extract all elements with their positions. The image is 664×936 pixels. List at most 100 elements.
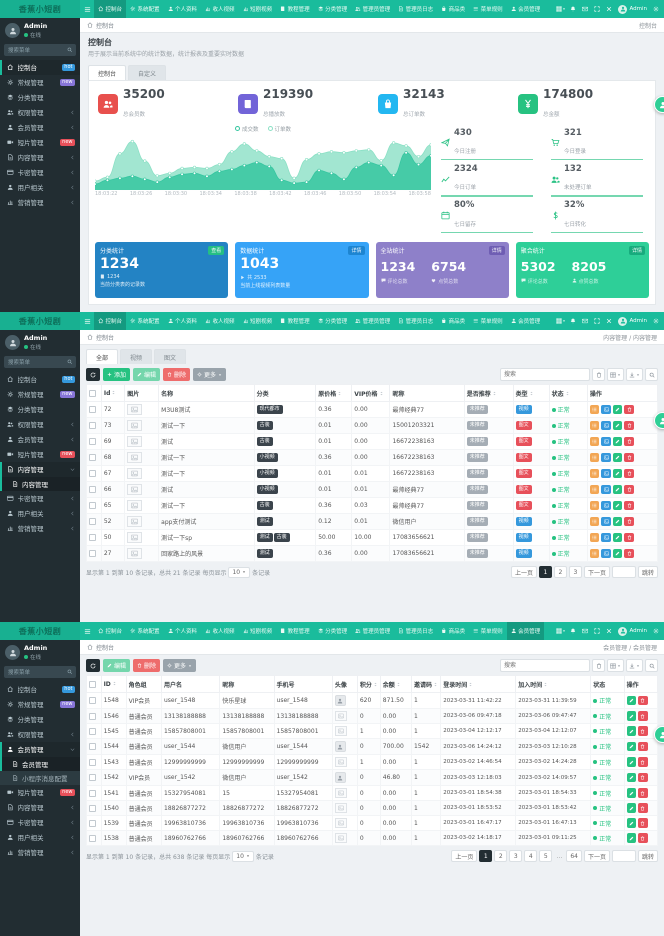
sidebar-item-1[interactable]: 常规管理 new (0, 697, 80, 712)
column-header[interactable]: 用户名 (160, 675, 221, 693)
export-button[interactable] (626, 659, 643, 672)
legend-item[interactable]: 成交数 (234, 125, 259, 133)
close-button[interactable] (603, 622, 615, 640)
sidebar-subitem-0[interactable]: 会员管理 (0, 756, 80, 771)
detail-button[interactable] (589, 468, 600, 479)
sidebar-item-1[interactable]: 常规管理 new (0, 75, 80, 90)
preview-button[interactable] (601, 452, 611, 463)
preview-button[interactable] (601, 420, 611, 431)
row-checkbox[interactable] (89, 550, 96, 557)
row-checkbox[interactable] (89, 819, 96, 827)
edit-row-button[interactable] (626, 803, 637, 813)
column-header[interactable]: Id (100, 384, 126, 402)
nav-item-4[interactable]: 短剧视频 (239, 312, 277, 330)
columns-button[interactable] (607, 659, 624, 672)
nav-item-11[interactable]: 会员管理 (506, 622, 545, 640)
summary-card-badge[interactable]: 详情 (628, 245, 645, 255)
summary-card-badge[interactable]: 详情 (348, 245, 365, 255)
column-header[interactable]: 昵称 (219, 675, 275, 693)
sidebar-item-4[interactable]: 会员管理 (0, 741, 80, 757)
user-menu[interactable]: Admin (615, 4, 650, 14)
sidebar-item-6[interactable]: 内容管理 (0, 800, 80, 815)
sidebar-item-0[interactable]: 控制台 hot (0, 372, 80, 387)
column-header[interactable]: 昵称 (389, 384, 465, 402)
search-input[interactable] (500, 659, 590, 672)
delete-row-button[interactable] (624, 500, 634, 511)
preview-button[interactable] (601, 484, 611, 495)
row-checkbox[interactable] (89, 789, 96, 797)
user-menu[interactable]: Admin (615, 316, 650, 326)
tab-0[interactable]: 控制台 (88, 65, 127, 80)
column-header[interactable]: 登录时间 (440, 675, 517, 693)
row-checkbox[interactable] (89, 727, 96, 735)
nav-item-9[interactable]: 商品类 (437, 0, 469, 18)
edit-row-button[interactable] (626, 818, 637, 828)
settings-gear-button[interactable] (650, 622, 662, 640)
page-size-select[interactable]: 10 (228, 566, 251, 578)
sidebar-item-0[interactable]: 控制台 hot (0, 682, 80, 697)
sidebar-item-9[interactable]: 营销管理 (0, 845, 80, 860)
sidebar-subitem-0[interactable]: 内容管理 (0, 476, 80, 491)
column-header[interactable]: 余额 (379, 675, 413, 693)
nav-item-11[interactable]: 会员管理 (507, 312, 545, 330)
more-button[interactable]: 更多 (193, 368, 227, 381)
apps-grid-button[interactable] (555, 312, 567, 330)
detail-button[interactable] (589, 420, 600, 431)
page-button-3[interactable]: 3 (509, 850, 523, 862)
next-page-button[interactable]: 下一页 (583, 566, 610, 578)
sidebar-item-7[interactable]: 卡密管理 (0, 815, 80, 830)
edit-row-button[interactable] (612, 516, 623, 527)
nav-item-9[interactable]: 商品类 (437, 312, 469, 330)
tab-1[interactable]: 自定义 (128, 65, 167, 80)
column-header[interactable]: ID (100, 675, 127, 693)
detail-button[interactable] (589, 436, 600, 447)
edit-row-button[interactable] (612, 548, 623, 559)
add-button[interactable]: 添加 (103, 368, 131, 381)
sidebar-item-2[interactable]: 分类管理 (0, 712, 80, 727)
column-header[interactable]: 状态 (590, 675, 625, 693)
expand-button[interactable] (591, 312, 603, 330)
row-checkbox[interactable] (89, 712, 96, 720)
column-header[interactable]: 原价格 (315, 384, 353, 402)
prev-page-button[interactable]: 上一页 (510, 566, 537, 578)
delete-row-button[interactable] (638, 757, 648, 767)
nav-item-2[interactable]: 个人资料 (164, 312, 202, 330)
delete-row-button[interactable] (638, 695, 648, 706)
row-checkbox[interactable] (89, 697, 96, 704)
nav-item-0[interactable]: 控制台 (94, 0, 127, 18)
edit-row-button[interactable] (612, 452, 623, 463)
page-button-1[interactable]: 1 (538, 566, 552, 578)
refresh-button[interactable] (86, 659, 100, 672)
nav-item-6[interactable]: 分类管理 (314, 312, 352, 330)
row-checkbox[interactable] (89, 438, 96, 445)
column-header[interactable]: 操作 (586, 384, 659, 402)
nav-item-3[interactable]: 收人视频 (201, 622, 239, 640)
sidebar-item-3[interactable]: 权限管理 (0, 417, 80, 432)
delete-row-button[interactable] (624, 420, 634, 431)
tab-2[interactable]: 图文 (154, 349, 187, 364)
preview-button[interactable] (601, 548, 611, 559)
sidebar-search-input[interactable]: 搜索菜单 (4, 43, 76, 56)
column-header[interactable]: 角色组 (125, 675, 163, 693)
mail-button[interactable] (579, 622, 591, 640)
mail-button[interactable] (579, 312, 591, 330)
menu-toggle-icon[interactable] (80, 0, 94, 18)
delete-row-button[interactable] (624, 548, 634, 559)
delete-row-button[interactable] (638, 833, 648, 843)
apps-grid-button[interactable] (555, 622, 567, 640)
delete-row-button[interactable] (624, 436, 634, 447)
nav-item-7[interactable]: 管理员管理 (351, 622, 394, 640)
legend-item[interactable]: 订单数 (267, 125, 291, 133)
columns-button[interactable] (607, 368, 624, 381)
row-checkbox[interactable] (89, 743, 96, 750)
nav-item-8[interactable]: 管理员日志 (394, 312, 437, 330)
sidebar-item-3[interactable]: 权限管理 (0, 105, 80, 120)
sidebar-item-3[interactable]: 权限管理 (0, 727, 80, 742)
sidebar-item-4[interactable]: 会员管理 (0, 120, 80, 135)
delete-row-button[interactable] (638, 741, 648, 752)
delete-row-button[interactable] (638, 726, 648, 736)
page-jump-button[interactable]: 跳转 (637, 566, 658, 578)
row-checkbox[interactable] (89, 758, 96, 766)
detail-button[interactable] (589, 548, 600, 559)
column-header[interactable]: 积分 (356, 675, 381, 693)
